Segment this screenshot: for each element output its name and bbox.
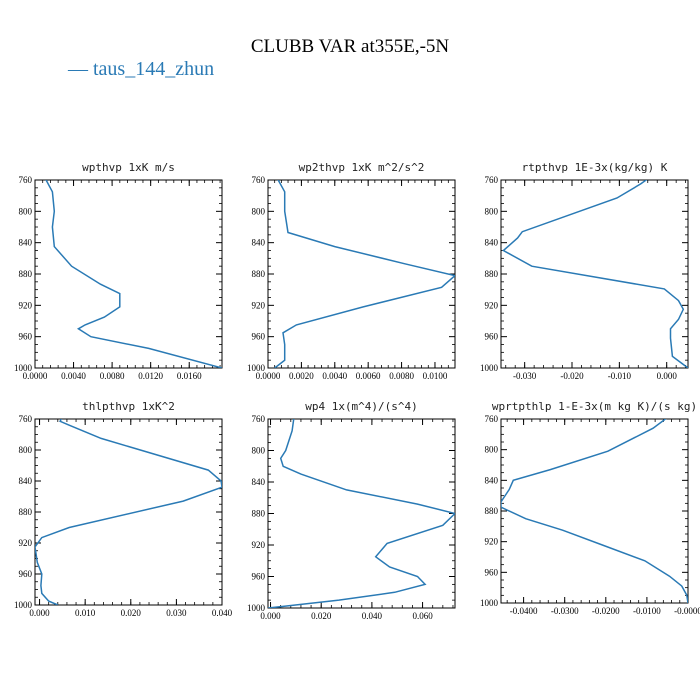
y-tick-label: 1000 — [247, 603, 266, 613]
x-tick-label: -0.0300 — [551, 606, 579, 616]
panel-title: wp4 1x(m^4)/(s^4) — [305, 400, 418, 413]
y-tick-label: 920 — [19, 538, 33, 548]
y-tick-label: 760 — [252, 414, 266, 424]
y-tick-label: 800 — [485, 445, 499, 455]
y-tick-label: 920 — [485, 300, 499, 310]
y-tick-label: 920 — [485, 537, 499, 547]
y-tick-label: 800 — [485, 206, 499, 216]
y-tick-label: 800 — [19, 206, 33, 216]
x-tick-label: 0.040 — [212, 608, 233, 618]
legend: — taus_144_zhun — [68, 58, 214, 81]
x-tick-label: 0.020 — [311, 611, 332, 621]
y-tick-label: 880 — [19, 507, 33, 517]
x-tick-label: 0.0120 — [138, 371, 163, 381]
x-tick-label: -0.0200 — [592, 606, 620, 616]
x-tick-label: 0.000 — [29, 608, 50, 618]
y-tick-label: 800 — [19, 445, 33, 455]
x-tick-label: 0.010 — [75, 608, 96, 618]
x-tick-label: -0.0000 — [674, 606, 700, 616]
y-tick-label: 840 — [252, 238, 266, 248]
x-tick-label: 0.0100 — [423, 371, 448, 381]
y-tick-label: 960 — [485, 567, 499, 577]
plot-frame — [500, 179, 689, 369]
x-tick-label: 0.0040 — [61, 371, 86, 381]
x-tick-label: 0.0000 — [23, 371, 48, 381]
series-line — [502, 180, 688, 368]
x-tick-label: 0.000 — [260, 611, 281, 621]
x-tick-label: 0.030 — [166, 608, 187, 618]
y-tick-label: 760 — [19, 175, 33, 185]
series-line — [268, 419, 455, 608]
y-tick-label: 1000 — [480, 363, 499, 373]
x-tick-label: 0.0020 — [289, 371, 314, 381]
y-tick-label: 1000 — [14, 363, 33, 373]
y-tick-label: 880 — [252, 509, 266, 519]
x-tick-label: 0.0060 — [356, 371, 381, 381]
y-tick-label: 960 — [485, 332, 499, 342]
y-tick-label: 920 — [252, 540, 266, 550]
panel-title: wprtpthlp 1-E-3x(m kg K)/(s kg) — [492, 400, 697, 413]
y-tick-label: 880 — [485, 506, 499, 516]
y-tick-label: 880 — [252, 269, 266, 279]
y-tick-label: 840 — [19, 238, 33, 248]
y-tick-label: 760 — [485, 414, 499, 424]
y-tick-label: 960 — [19, 569, 33, 579]
x-tick-label: 0.0080 — [100, 371, 125, 381]
x-tick-label: 0.0040 — [322, 371, 347, 381]
y-tick-label: 760 — [19, 414, 33, 424]
plot-frame — [500, 418, 689, 604]
y-tick-label: 960 — [252, 332, 266, 342]
x-tick-label: -0.0100 — [633, 606, 661, 616]
y-tick-label: 920 — [19, 300, 33, 310]
y-tick-label: 800 — [252, 446, 266, 456]
x-tick-label: 0.060 — [412, 611, 433, 621]
y-tick-label: 880 — [485, 269, 499, 279]
y-tick-label: 760 — [485, 175, 499, 185]
panel-title: rtpthvp 1E-3x(kg/kg) K — [522, 161, 668, 174]
y-tick-label: 960 — [19, 332, 33, 342]
legend-label: taus_144_zhun — [93, 58, 215, 80]
x-tick-label: -0.020 — [560, 371, 584, 381]
y-tick-label: 920 — [252, 300, 266, 310]
plot-frame — [34, 179, 223, 369]
x-tick-label: -0.0400 — [510, 606, 538, 616]
plot-frame — [267, 179, 456, 369]
legend-line-icon: — — [68, 58, 88, 80]
panel-title: wp2thvp 1xK m^2/s^2 — [299, 161, 425, 174]
y-tick-label: 880 — [19, 269, 33, 279]
plot-frame — [267, 418, 456, 609]
x-tick-label: 0.020 — [121, 608, 142, 618]
y-tick-label: 760 — [252, 175, 266, 185]
x-tick-label: 0.040 — [362, 611, 383, 621]
y-tick-label: 840 — [252, 477, 266, 487]
x-tick-label: 0.000 — [657, 371, 678, 381]
y-tick-label: 1000 — [14, 600, 33, 610]
x-tick-label: -0.010 — [608, 371, 632, 381]
series-line — [501, 419, 688, 603]
series-line — [45, 180, 222, 368]
x-tick-label: 0.0160 — [177, 371, 202, 381]
y-tick-label: 840 — [485, 238, 499, 248]
main-title: CLUBB VAR at355E,-5N — [250, 36, 450, 57]
panel-title: wpthvp 1xK m/s — [82, 161, 175, 174]
x-tick-label: 0.0080 — [389, 371, 414, 381]
x-tick-label: -0.030 — [513, 371, 537, 381]
y-tick-label: 840 — [19, 476, 33, 486]
x-tick-label: 0.0000 — [256, 371, 281, 381]
series-line — [35, 419, 222, 605]
panel-title: thlpthvp 1xK^2 — [82, 400, 175, 413]
series-line — [274, 180, 455, 368]
y-tick-label: 960 — [252, 572, 266, 582]
y-tick-label: 840 — [485, 475, 499, 485]
y-tick-label: 1000 — [480, 598, 499, 608]
y-tick-label: 1000 — [247, 363, 266, 373]
y-tick-label: 800 — [252, 206, 266, 216]
